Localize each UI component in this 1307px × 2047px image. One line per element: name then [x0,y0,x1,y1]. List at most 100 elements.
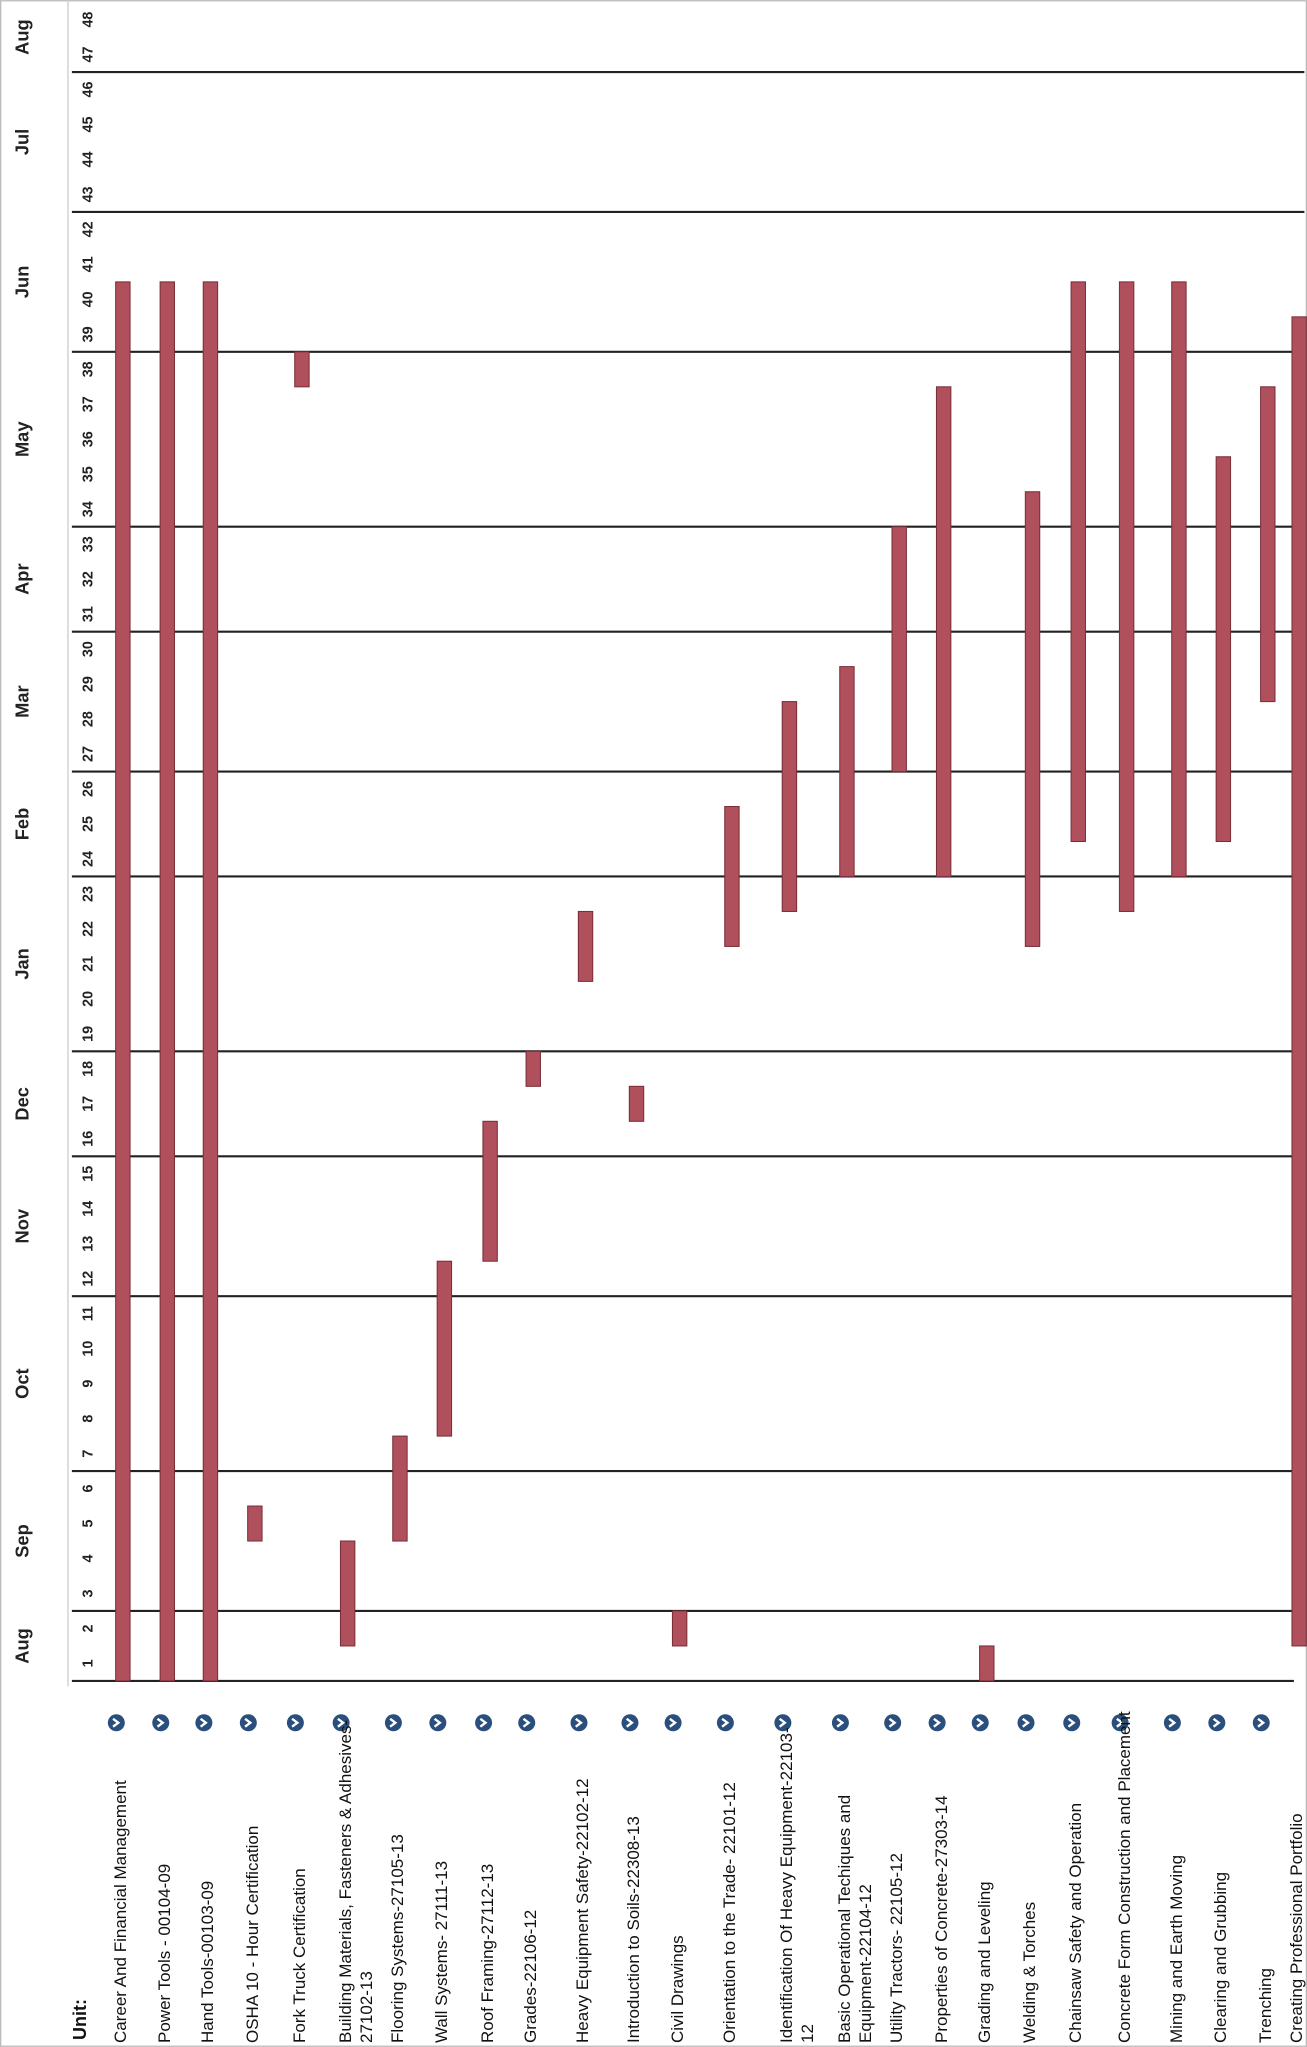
month-label: Jul [11,129,32,155]
unit-link[interactable] [286,1714,304,1732]
link-chevron [199,1717,208,1728]
y-tick-label: 19 [81,1026,97,1042]
y-tick-label: 5 [81,1520,97,1528]
y-tick-label: 14 [81,1201,97,1217]
link-icon [570,1714,588,1732]
unit-label: Heavy Equipment Safety-22102-12 [573,1778,593,2043]
unit-label: Hand Tools-00103-09 [198,1880,218,2043]
unit-link[interactable] [621,1714,639,1732]
unit-link[interactable] [831,1714,849,1732]
y-tick-label: 6 [81,1485,97,1493]
y-tick-label: 42 [81,221,97,237]
bar [724,806,740,947]
unit-label: Mining and Earth Moving [1166,1854,1186,2043]
unit-link[interactable] [1208,1714,1226,1732]
link-chevron [626,1717,634,1728]
unit-label: OSHA 10 - Hour Certification [242,1825,262,2043]
unit-label: Grades-22106-12 [521,1909,541,2043]
unit-link[interactable] [1017,1714,1035,1732]
unit-link[interactable] [1252,1714,1270,1732]
y-tick-label: 26 [81,781,97,797]
unit-link[interactable] [664,1714,682,1732]
unit-label: Flooring Systems-27105-13 [387,1834,407,2043]
y-tick-label: 40 [81,291,97,307]
month-label: Aug [11,19,32,55]
unit-link[interactable] [384,1714,402,1732]
link-chevron [1022,1717,1030,1728]
unit-link[interactable] [570,1714,588,1732]
y-tick-label: 8 [81,1415,97,1423]
bar [979,1645,995,1682]
y-tick-label: 12 [81,1271,97,1287]
link-chevron [976,1717,985,1728]
y-tick-label: 1 [81,1659,97,1667]
y-tick-label: 9 [81,1380,97,1388]
y-tick-label: 34 [81,501,97,517]
link-chevron [669,1717,678,1728]
month-label: Mar [11,685,32,718]
bar [839,666,855,877]
y-tick-label: 47 [81,47,97,63]
unit-link[interactable] [971,1714,989,1732]
bar [671,1610,688,1647]
bar [247,1505,263,1542]
month-label: Jan [11,948,32,980]
link-chevron [112,1717,121,1728]
unit-label: Basic Operational Techiques and Equipmen… [834,1794,875,2043]
y-tick-label: 48 [81,12,97,28]
y-tick-label: 22 [81,921,97,937]
link-chevron [433,1717,442,1728]
unit-link[interactable] [332,1714,350,1732]
unit-link[interactable] [928,1714,946,1732]
bar [1215,456,1232,843]
y-tick-label: 37 [81,396,97,412]
unit-label: Civil Drawings [667,1935,687,2043]
month-label: Dec [11,1087,32,1121]
y-tick-label: 27 [81,746,97,762]
month-label: Oct [11,1368,32,1398]
unit-link[interactable] [107,1714,125,1732]
bar [339,1540,356,1647]
link-chevron [291,1717,300,1728]
bar [482,1120,498,1262]
axis-title: Unit: [70,1999,90,2040]
y-tick-label: 31 [81,606,97,622]
unit-link[interactable] [774,1714,792,1732]
bar [1291,316,1307,1647]
link-chevron [836,1717,845,1728]
link-chevron [337,1717,346,1728]
bar [1118,281,1135,912]
y-tick-label: 43 [81,186,97,202]
unit-link[interactable] [429,1714,447,1732]
unit-link[interactable] [716,1714,734,1732]
unit-link[interactable] [152,1714,170,1732]
bar [577,910,594,982]
bar [935,386,952,877]
link-chevron [479,1717,488,1728]
bar [891,526,907,773]
unit-link[interactable] [195,1714,213,1732]
unit-link[interactable] [1063,1714,1081,1732]
link-chevron [933,1717,942,1728]
unit-link[interactable] [518,1714,536,1732]
y-tick-label: 15 [81,1166,97,1182]
link-icon [1063,1714,1081,1732]
bar [1171,281,1187,877]
link-icon [928,1714,946,1732]
link-chevron [1116,1717,1125,1728]
unit-link[interactable] [1163,1714,1181,1732]
y-tick-label: 36 [81,431,97,447]
y-tick-label: 41 [81,256,97,272]
y-tick-label: 45 [81,117,97,133]
y-tick-label: 25 [81,816,97,832]
unit-link[interactable] [1111,1714,1129,1732]
y-tick-label: 20 [81,991,97,1007]
y-tick-label: 21 [81,956,97,972]
unit-label: Wall Systems- 27111-13 [432,1860,452,2043]
unit-link[interactable] [884,1714,902,1732]
unit-label: Roof Framing-27112-13 [478,1863,498,2043]
unit-link[interactable] [239,1714,257,1732]
unit-link[interactable] [475,1714,493,1732]
unit-label: Concrete Form Construction and Placement [1114,1711,1134,2043]
bar [392,1435,408,1542]
